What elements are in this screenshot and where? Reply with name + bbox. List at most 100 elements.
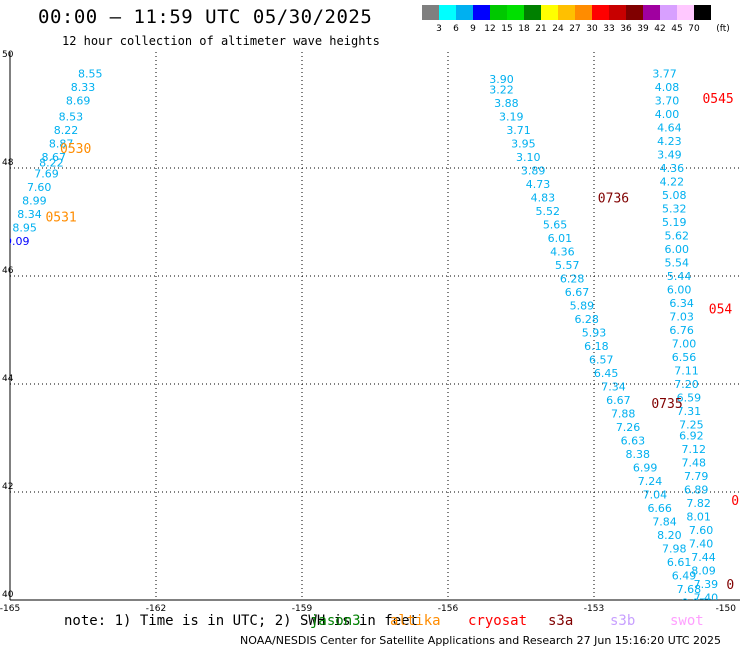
color-scale-label: 24	[552, 24, 564, 34]
swh-value-label: 6.66	[647, 502, 672, 515]
pass-time-label: 0735	[651, 397, 682, 412]
swh-value-label: 6.92	[679, 429, 704, 442]
color-scale-swatch	[541, 5, 558, 20]
swh-value-label: 8.22	[39, 157, 64, 170]
swh-value-label: 3.19	[499, 111, 524, 124]
pass-time-label: 0	[731, 494, 739, 509]
swh-value-label: 3.49	[657, 149, 682, 162]
swh-value-label: 6.18	[584, 340, 609, 353]
swh-value-label: 3.88	[494, 97, 519, 110]
swh-value-label: 8.53	[59, 111, 84, 124]
swh-value-label: 7.84	[652, 516, 677, 529]
y-tick-label: 46	[2, 266, 14, 276]
y-tick-label: 50	[2, 50, 14, 60]
swh-value-label: 6.61	[667, 556, 692, 569]
pass-time-label: 0531	[45, 211, 76, 226]
satellite-legend-jason3: jason3	[310, 613, 361, 629]
swh-value-label: 7.40	[694, 591, 719, 604]
color-scale-label: 27	[569, 24, 580, 34]
swh-value-label: 7.03	[669, 311, 694, 324]
swh-value-label: 3.90	[489, 73, 514, 86]
pass-time-label: 054	[709, 302, 733, 317]
color-scale-label: 9	[470, 24, 476, 34]
swh-value-label: 7.68	[677, 583, 702, 596]
swh-value-label: 4.73	[526, 178, 551, 191]
swh-value-label: 9.09	[5, 235, 30, 248]
y-tick-label: 48	[2, 158, 14, 168]
chart-title: 00:00 – 11:59 UTC 05/30/2025	[38, 6, 373, 28]
color-scale-swatch	[507, 5, 524, 20]
swh-value-label: 6.49	[672, 570, 697, 583]
swh-value-label: 8.34	[17, 208, 42, 221]
satellite-legend-altika: altika	[390, 613, 441, 629]
swh-value-label: 7.20	[674, 378, 699, 391]
color-scale-swatch	[473, 5, 490, 20]
swh-value-label: 8.38	[626, 448, 651, 461]
color-scale-label: 12	[484, 24, 495, 34]
swh-value-label: 4.83	[531, 192, 556, 205]
swh-value-label: 7.60	[689, 524, 714, 537]
swh-value-label: 3.71	[506, 124, 531, 137]
swh-value-label: 8.69	[66, 95, 91, 108]
swh-value-label: 7.04	[643, 489, 668, 502]
swh-value-label: 8.67	[42, 151, 67, 164]
swh-value-label: 6.76	[669, 324, 694, 337]
swh-value-label: 7.60	[27, 181, 52, 194]
swh-value-label: 7.40	[689, 537, 714, 550]
swh-value-label: 7.31	[677, 405, 702, 418]
swh-value-label: 7.00	[672, 338, 697, 351]
swh-value-label: 3.10	[516, 151, 541, 164]
swh-value-label: 8.01	[686, 510, 711, 523]
color-scale-label: 21	[535, 24, 546, 34]
swh-value-label: 7.25	[679, 419, 704, 432]
y-tick-label: 42	[2, 482, 13, 492]
swh-value-label: 7.34	[601, 381, 626, 394]
color-scale-swatch	[694, 5, 711, 20]
swh-value-label: 6.63	[621, 435, 646, 448]
swh-value-label: 6.00	[664, 243, 689, 256]
swh-value-label: 5.65	[543, 219, 568, 232]
color-scale-swatch	[643, 5, 660, 20]
color-scale-swatch	[456, 5, 473, 20]
swh-value-label: 3.70	[655, 95, 680, 108]
swh-value-label: 6.45	[594, 367, 619, 380]
satellite-legend-swot: swot	[670, 613, 704, 629]
color-scale-label: 6	[453, 24, 459, 34]
pass-time-label: 0736	[598, 192, 629, 207]
swh-value-label: 4.08	[655, 81, 680, 94]
color-scale-swatch	[609, 5, 626, 20]
color-scale-swatch	[524, 5, 541, 20]
swh-value-label: 8.07	[682, 597, 707, 610]
swh-value-label: 3.95	[511, 138, 536, 151]
color-scale-label: 36	[620, 24, 632, 34]
satellite-legend-s3b: s3b	[610, 613, 636, 629]
swh-value-label: 8.20	[657, 529, 682, 542]
swh-value-label: 5.54	[664, 257, 689, 270]
swh-value-label: 6.67	[565, 286, 590, 299]
swh-value-label: 4.23	[657, 135, 682, 148]
swh-value-label: 6.99	[633, 462, 658, 475]
swh-value-label: 8.87	[49, 138, 74, 151]
color-scale-label: 33	[603, 24, 614, 34]
x-tick-label: -156	[438, 604, 459, 614]
swh-value-label: 7.69	[34, 167, 59, 180]
satellite-legend-cryosat: cryosat	[468, 613, 528, 629]
x-tick-label: -153	[584, 604, 604, 614]
swh-value-label: 4.00	[655, 108, 680, 121]
swh-value-label: 6.67	[606, 394, 631, 407]
swh-value-label: 3.89	[521, 165, 546, 178]
swh-value-label: 6.89	[684, 483, 709, 496]
credit-line: NOAA/NESDIS Center for Satellite Applica…	[240, 634, 722, 647]
swh-value-label: 7.82	[686, 497, 711, 510]
swh-value-label: 6.59	[677, 392, 702, 405]
color-scale-label: 70	[688, 24, 700, 34]
swh-value-label: 5.62	[664, 230, 689, 243]
swh-value-label: 8.33	[71, 81, 96, 94]
swh-value-label: 5.32	[662, 203, 687, 216]
swh-value-label: 3.22	[489, 84, 514, 97]
swh-value-label: 8.95	[12, 221, 37, 234]
swh-value-label: 6.56	[672, 351, 697, 364]
swh-value-label: 4.36	[660, 162, 685, 175]
swh-value-label: 7.24	[638, 475, 663, 488]
color-scale-label: 39	[637, 24, 649, 34]
